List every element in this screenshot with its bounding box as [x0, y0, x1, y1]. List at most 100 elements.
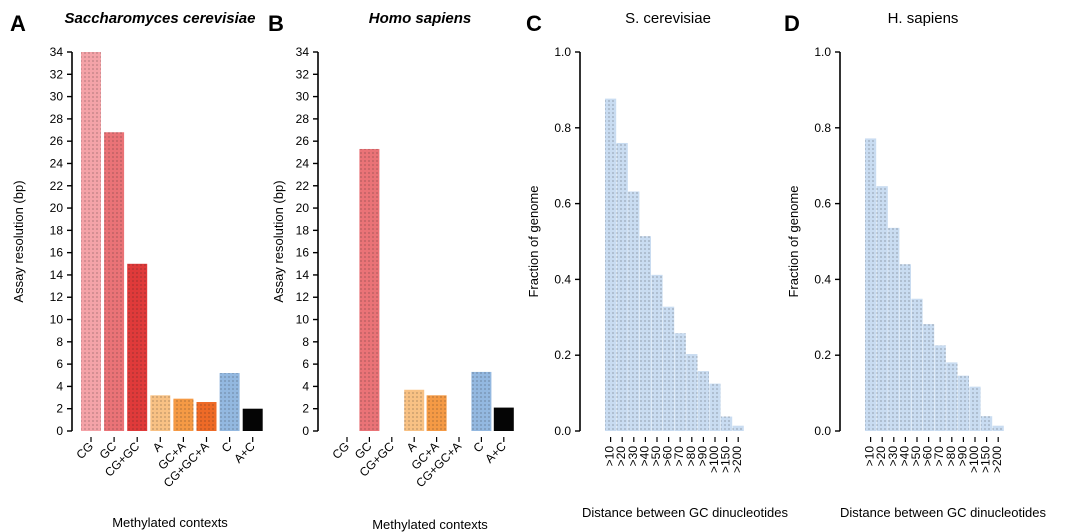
y-tick-label: 0.2 — [814, 348, 831, 362]
bar-texture — [173, 398, 194, 431]
y-tick-label: 4 — [302, 379, 309, 393]
bar-texture — [732, 425, 744, 431]
x-tick-label: >60 — [921, 446, 935, 467]
bar-texture — [471, 371, 492, 431]
panel-a: A Saccharomyces cerevisiae024681012141618… — [10, 10, 263, 530]
x-tick-label: >200 — [730, 446, 744, 473]
x-tick-label: >90 — [695, 446, 709, 467]
y-tick-label: 2 — [302, 402, 309, 416]
bar-30 — [888, 227, 900, 431]
x-tick-label: >70 — [672, 446, 686, 467]
bar-150 — [721, 416, 733, 431]
bar-cg-gc-a — [196, 402, 217, 431]
bar-texture — [104, 132, 125, 431]
bar-texture — [697, 371, 709, 431]
y-tick-label: 6 — [56, 357, 63, 371]
y-tick-label: 34 — [50, 45, 64, 59]
x-tick-label: >50 — [649, 446, 663, 467]
y-tick-label: 32 — [296, 67, 310, 81]
y-tick-label: 0.8 — [814, 121, 831, 135]
bar-gc — [359, 148, 380, 431]
x-tick-label: >40 — [637, 446, 651, 467]
bar-70 — [674, 333, 686, 431]
x-tick-label: A+C — [482, 439, 509, 466]
y-axis-label: Assay resolution (bp) — [11, 180, 26, 302]
bar-texture — [923, 324, 935, 431]
bar-fill — [493, 407, 514, 431]
y-tick-label: 20 — [50, 201, 64, 215]
y-tick-label: 1.0 — [554, 45, 571, 59]
bar-texture — [899, 264, 911, 431]
y-tick-label: 1.0 — [814, 45, 831, 59]
bar-40 — [899, 264, 911, 431]
bar-texture — [865, 138, 877, 432]
y-tick-label: 4 — [56, 379, 63, 393]
y-tick-label: 24 — [50, 156, 64, 170]
bar-texture — [196, 402, 217, 431]
x-tick-label: >90 — [955, 446, 969, 467]
x-tick-label: >150 — [719, 446, 733, 473]
bar-texture — [957, 375, 969, 431]
bar-texture — [992, 425, 1004, 431]
bar-100 — [709, 383, 721, 431]
y-tick-label: 0.0 — [554, 424, 571, 438]
bar-texture — [639, 236, 651, 431]
y-tick-label: 0 — [56, 424, 63, 438]
panel-c: C S. cerevisiae 0.0 0.2 0.4 0.6 0.8 1.0 Fraction… — [526, 10, 788, 520]
x-tick-label: >100 — [707, 446, 721, 473]
y-tick-label: 10 — [50, 313, 64, 327]
y-axis-label: Fraction of genome — [526, 185, 541, 297]
bar-texture — [150, 395, 171, 431]
bar-150 — [981, 416, 993, 431]
y-tick-label: 10 — [296, 313, 310, 327]
x-tick-label: >30 — [886, 446, 900, 467]
x-tick-label: >200 — [990, 446, 1004, 473]
bar-texture — [969, 386, 981, 431]
chart-title: Homo sapiens — [369, 10, 472, 27]
panel-letter: C — [526, 11, 542, 36]
bar-texture — [219, 373, 240, 431]
chart-title: Saccharomyces cerevisiae — [65, 10, 256, 27]
bar-80 — [686, 354, 698, 431]
bar-90 — [697, 371, 709, 431]
bar-200 — [992, 425, 1004, 431]
bar-80 — [946, 362, 958, 431]
y-tick-label: 18 — [50, 223, 64, 237]
panel-letter: A — [10, 11, 26, 36]
x-tick-label: A — [404, 439, 420, 455]
bar-texture — [651, 274, 663, 431]
bar-50 — [651, 274, 663, 431]
x-tick-label: >100 — [967, 446, 981, 473]
bar-a-c — [493, 407, 514, 431]
panel-letter: D — [784, 11, 800, 36]
bar-texture — [888, 227, 900, 431]
bar-50 — [911, 298, 923, 431]
y-tick-label: 12 — [50, 290, 64, 304]
panel-letter: B — [268, 11, 284, 36]
bar-gc-a — [173, 398, 194, 431]
bar-a — [150, 395, 171, 431]
y-tick-label: 2 — [56, 402, 63, 416]
x-tick-label: >10 — [603, 446, 617, 467]
bar-cg-gc — [127, 263, 148, 431]
x-tick-label: CG — [73, 439, 96, 462]
y-tick-label: 32 — [50, 67, 64, 81]
y-tick-label: 30 — [296, 90, 310, 104]
bar-20 — [876, 186, 888, 431]
bar-c — [471, 371, 492, 431]
y-tick-label: 28 — [50, 112, 64, 126]
bar-texture — [981, 416, 993, 431]
y-tick-label: 0.4 — [554, 272, 571, 286]
bar-fill — [242, 408, 263, 431]
bar-a — [404, 389, 425, 431]
x-tick-label: CG — [329, 439, 352, 462]
y-tick-label: 0.6 — [554, 197, 571, 211]
bar-texture — [709, 383, 721, 431]
x-axis-label: Distance between GC dinucleotides — [840, 505, 1046, 520]
bar-60 — [923, 324, 935, 431]
y-tick-label: 0 — [302, 424, 309, 438]
x-tick-label: >20 — [614, 446, 628, 467]
y-tick-label: 20 — [296, 201, 310, 215]
x-tick-label: >40 — [897, 446, 911, 467]
